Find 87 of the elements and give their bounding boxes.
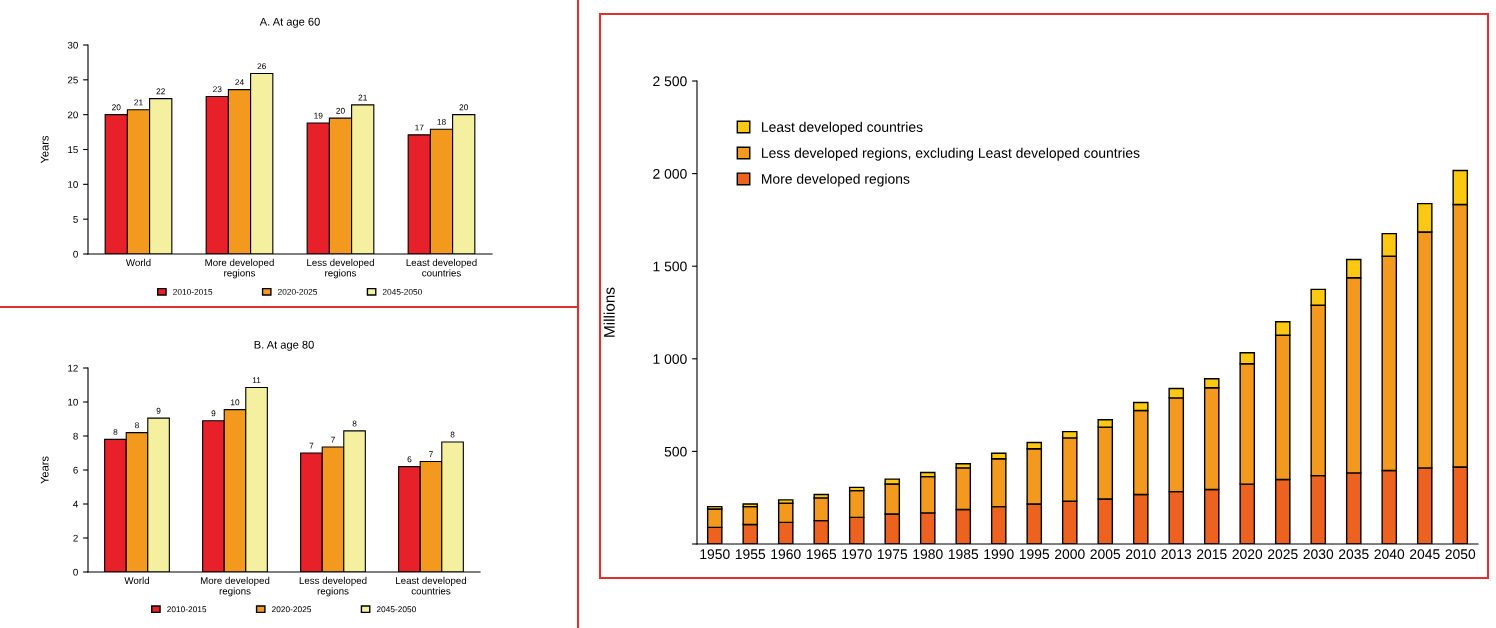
x-tick-label: Less developed regions bbox=[299, 576, 367, 597]
data-label: 7 bbox=[429, 451, 433, 457]
chart-title: A. At age 60 bbox=[259, 17, 320, 28]
y-tick-label: 1 000 bbox=[653, 354, 687, 364]
chart-title: B. At age 80 bbox=[254, 340, 314, 351]
legend-label: Least developed countries bbox=[762, 121, 923, 135]
x-tick-label: 2050 bbox=[1445, 549, 1476, 560]
x-tick-label: More developed regions bbox=[205, 258, 274, 279]
x-tick-label: 2035 bbox=[1339, 549, 1369, 560]
x-tick-label: 2013 bbox=[1161, 549, 1192, 560]
legend-label: More developed regions bbox=[762, 173, 910, 187]
y-axis-title: Years bbox=[40, 135, 49, 164]
y-tick-label: 1 500 bbox=[653, 261, 687, 272]
data-label: 22 bbox=[156, 88, 165, 95]
y-tick-label: 12 bbox=[68, 364, 78, 372]
y-axis-title: Years bbox=[40, 456, 49, 484]
data-label: 21 bbox=[358, 94, 367, 101]
y-tick-label: 25 bbox=[67, 76, 78, 84]
x-tick-label: 1985 bbox=[948, 549, 979, 560]
data-label: 6 bbox=[407, 456, 412, 463]
data-label: 9 bbox=[156, 407, 161, 414]
y-tick-label: 5 bbox=[73, 216, 78, 223]
x-tick-label: 1980 bbox=[913, 549, 943, 560]
x-tick-label: 2015 bbox=[1197, 549, 1227, 560]
legend-label: 2020-2025 bbox=[272, 606, 312, 613]
y-tick-label: 10 bbox=[68, 181, 78, 188]
y-tick-label: 0 bbox=[73, 250, 78, 258]
legend-label: 2045-2050 bbox=[382, 288, 422, 295]
x-tick-label: 2045 bbox=[1410, 549, 1440, 560]
x-tick-label: 1995 bbox=[1019, 549, 1050, 560]
y-tick-label: 500 bbox=[664, 446, 687, 457]
y-axis-title: Millions bbox=[603, 287, 615, 337]
data-label: 8 bbox=[450, 431, 455, 438]
x-tick-label: More developed regions bbox=[200, 576, 270, 597]
legend-label: 2045-2050 bbox=[376, 606, 416, 613]
y-tick-label: 10 bbox=[68, 398, 78, 406]
data-label: 7 bbox=[331, 436, 335, 443]
legend-label: 2010-2015 bbox=[167, 606, 207, 613]
data-label: 20 bbox=[336, 107, 345, 114]
y-tick-label: 2 000 bbox=[653, 168, 687, 179]
y-tick-label: 15 bbox=[68, 146, 78, 154]
x-tick-label: 1965 bbox=[806, 549, 837, 560]
data-label: 21 bbox=[134, 99, 143, 106]
data-label: 10 bbox=[231, 399, 240, 406]
data-label: 8 bbox=[113, 429, 118, 435]
data-label: 8 bbox=[135, 422, 139, 429]
data-label: 20 bbox=[459, 104, 469, 111]
x-tick-label: 2005 bbox=[1090, 549, 1121, 560]
y-tick-label: 2 bbox=[73, 534, 78, 542]
x-tick-label: 1950 bbox=[700, 549, 730, 560]
data-label: 17 bbox=[415, 124, 424, 131]
x-tick-label: World bbox=[124, 576, 149, 584]
data-label: 18 bbox=[437, 118, 446, 125]
data-label: 24 bbox=[235, 79, 244, 86]
data-label: 20 bbox=[112, 104, 121, 111]
data-label: 9 bbox=[211, 410, 216, 417]
x-tick-label: 1955 bbox=[735, 549, 766, 560]
data-label: 23 bbox=[213, 86, 222, 93]
x-tick-label: 1970 bbox=[842, 549, 872, 560]
y-tick-label: 8 bbox=[73, 432, 78, 440]
legend-label: Less developed regions, excluding Least developed countries bbox=[762, 147, 1140, 161]
legend-label: 2020-2025 bbox=[278, 288, 318, 295]
y-tick-label: 2 500 bbox=[653, 76, 687, 87]
x-tick-label: 2010 bbox=[1126, 549, 1156, 560]
x-tick-label: 2025 bbox=[1268, 549, 1298, 560]
x-tick-label: 2030 bbox=[1303, 549, 1334, 560]
data-label: 19 bbox=[314, 112, 323, 119]
data-label: 8 bbox=[352, 420, 357, 427]
y-tick-label: 30 bbox=[67, 41, 78, 49]
x-tick-label: 1975 bbox=[877, 549, 908, 560]
x-tick-label: World bbox=[125, 258, 151, 266]
x-tick-label: Least developed countries bbox=[396, 576, 467, 595]
x-tick-label: 2020 bbox=[1232, 549, 1263, 560]
x-tick-label: 2040 bbox=[1374, 549, 1405, 560]
y-tick-label: 0 bbox=[73, 568, 78, 576]
y-tick-label: 4 bbox=[73, 500, 78, 508]
y-tick-label: 20 bbox=[67, 111, 78, 119]
x-tick-label: 1990 bbox=[984, 549, 1014, 560]
y-tick-label: 6 bbox=[73, 466, 78, 474]
data-label: 26 bbox=[257, 63, 266, 70]
x-tick-label: 2000 bbox=[1055, 549, 1085, 560]
legend-label: 2010-2015 bbox=[173, 288, 213, 295]
x-tick-label: Least developed countries bbox=[406, 258, 477, 277]
data-label: 11 bbox=[252, 377, 261, 384]
x-tick-label: Less developed regions bbox=[307, 258, 374, 279]
data-label: 7 bbox=[309, 442, 314, 449]
x-tick-label: 1960 bbox=[771, 549, 801, 560]
